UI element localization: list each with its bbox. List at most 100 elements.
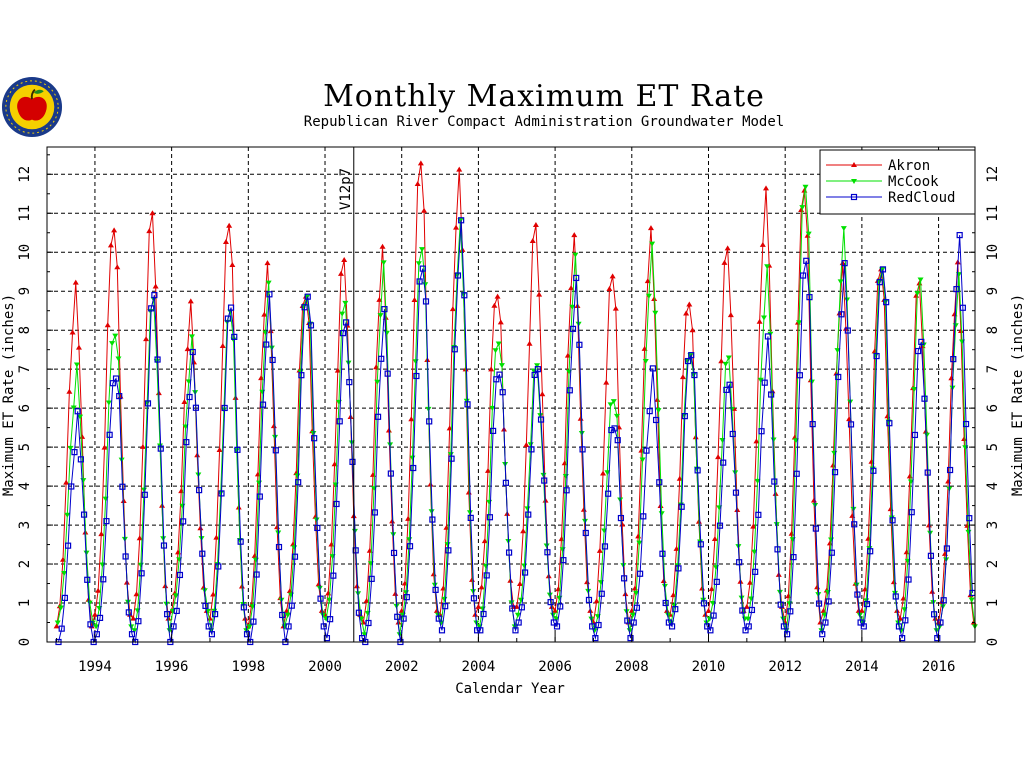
data-point	[736, 559, 743, 566]
data-point	[627, 635, 634, 642]
data-point	[598, 590, 605, 597]
data-point	[609, 273, 616, 279]
data-point	[516, 581, 523, 587]
data-point	[631, 585, 638, 591]
data-point	[805, 231, 812, 237]
data-point	[953, 286, 960, 293]
data-point	[729, 430, 736, 438]
data-point	[419, 265, 426, 272]
x-axis-label: Calendar Year	[455, 681, 565, 697]
data-point	[93, 624, 100, 630]
data-point	[143, 336, 150, 342]
data-point	[381, 306, 388, 313]
data-point	[676, 475, 683, 481]
data-point	[250, 618, 257, 625]
data-point	[950, 356, 957, 363]
y-tick-label-right: 1	[985, 599, 1001, 607]
data-point	[240, 604, 247, 611]
data-point	[727, 312, 734, 318]
data-point	[107, 242, 114, 248]
data-point	[146, 228, 153, 234]
data-point	[750, 523, 757, 529]
data-point	[867, 548, 874, 555]
data-point	[206, 615, 213, 621]
data-point	[675, 565, 682, 572]
data-point	[883, 299, 890, 306]
data-point	[814, 584, 821, 590]
y-axis-label-right: Maximum ET Rate (inches)	[1010, 294, 1024, 496]
data-point	[151, 292, 158, 299]
data-point	[301, 304, 308, 311]
data-point	[739, 607, 746, 614]
legend-marker	[851, 162, 857, 167]
data-point	[104, 322, 111, 328]
data-point	[639, 457, 646, 463]
data-point	[700, 600, 708, 607]
data-point	[571, 232, 578, 238]
data-point	[689, 327, 696, 333]
data-point	[64, 542, 72, 549]
data-point	[822, 619, 829, 626]
data-point	[83, 550, 90, 556]
data-point	[844, 327, 851, 334]
data-point	[534, 363, 541, 369]
data-point	[160, 542, 168, 549]
data-point	[531, 371, 538, 379]
data-point	[793, 470, 800, 477]
data-point	[77, 414, 84, 420]
data-point	[596, 547, 603, 553]
data-point	[111, 227, 118, 233]
data-point	[537, 416, 545, 423]
data-point	[886, 420, 893, 427]
data-point	[645, 293, 652, 299]
data-point	[704, 623, 711, 630]
data-point	[895, 623, 903, 630]
data-point	[937, 619, 944, 626]
data-point	[747, 579, 754, 585]
data-point	[170, 623, 177, 630]
data-point	[61, 594, 68, 602]
data-point	[173, 607, 180, 615]
data-point	[518, 604, 525, 611]
data-point	[210, 591, 217, 597]
data-point	[761, 379, 768, 386]
data-point	[605, 490, 612, 497]
data-point	[757, 377, 764, 383]
data-point	[796, 320, 803, 326]
data-point	[809, 421, 816, 428]
x-tick-label: 2006	[538, 659, 572, 675]
data-point	[806, 294, 813, 301]
data-point	[918, 338, 925, 345]
data-point	[197, 525, 204, 531]
x-tick-label: 2014	[845, 659, 879, 675]
x-tick-label: 1994	[78, 659, 112, 675]
legend-marker	[851, 179, 857, 184]
data-point	[314, 524, 321, 532]
data-point	[448, 455, 455, 462]
data-point	[304, 293, 311, 300]
rrca-logo	[1, 76, 63, 138]
data-point	[966, 515, 973, 522]
y-tick-label-right: 11	[985, 205, 1001, 222]
data-point	[224, 315, 231, 322]
data-point	[528, 446, 535, 453]
data-point	[256, 480, 263, 486]
data-point	[756, 318, 763, 324]
data-point	[560, 557, 567, 564]
data-point	[188, 334, 195, 340]
data-point	[130, 615, 137, 621]
data-point	[215, 563, 222, 570]
data-point	[863, 600, 871, 608]
data-point	[465, 489, 472, 495]
data-point	[536, 291, 543, 297]
apple-icon	[17, 96, 47, 121]
data-point	[841, 260, 848, 267]
data-point	[263, 341, 270, 348]
x-tick-label: 1998	[231, 659, 265, 675]
data-point	[713, 578, 720, 585]
data-point	[57, 605, 64, 611]
data-point	[415, 261, 422, 267]
data-point	[154, 356, 161, 363]
y-tick-label-left: 3	[17, 521, 33, 529]
data-point	[576, 341, 583, 348]
